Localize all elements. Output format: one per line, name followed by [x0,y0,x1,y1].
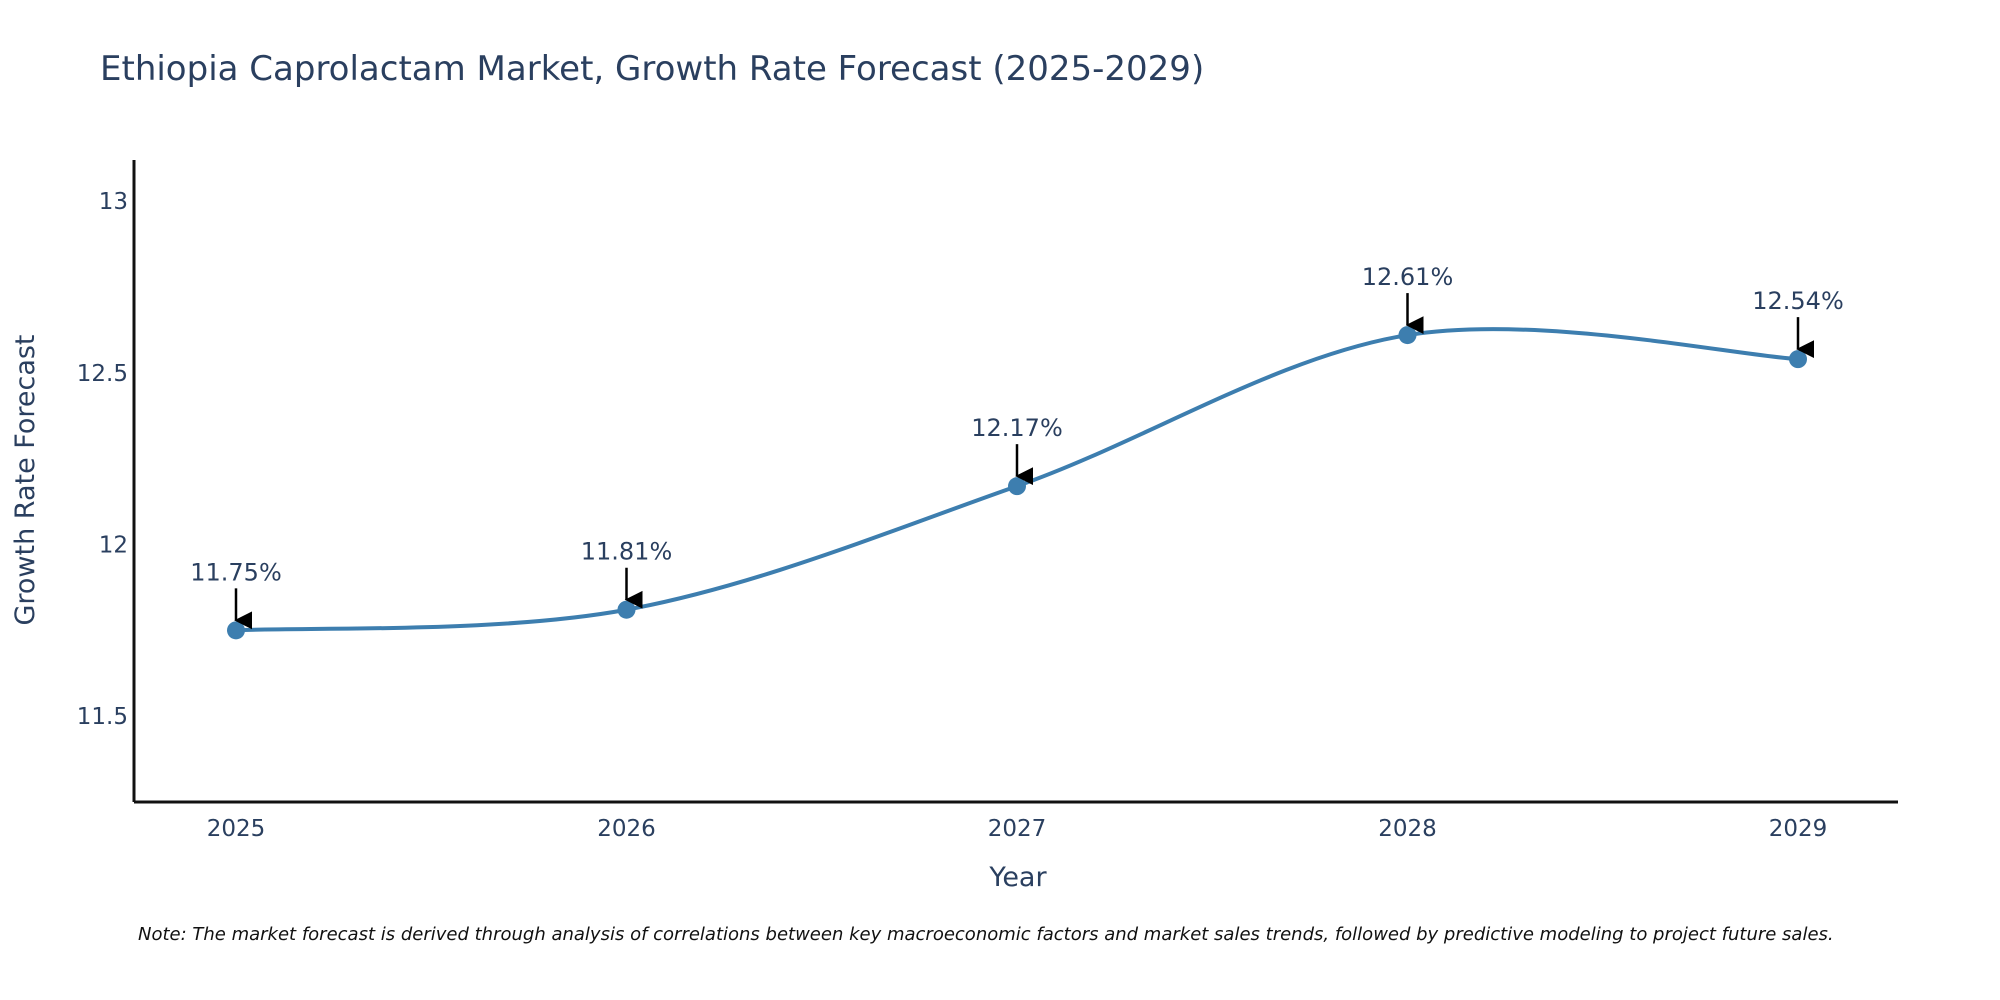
data-label-2028: 12.61% [1362,263,1454,291]
y-tick-label-11.5: 11.5 [77,704,128,730]
y-tick-label-13: 13 [99,189,128,215]
data-point-2028 [1398,326,1417,345]
x-axis-title: Year [988,862,1047,893]
data-label-2027: 12.17% [971,414,1063,442]
data-point-2025 [227,621,245,640]
x-tick-label-2028: 2028 [1378,816,1437,842]
x-tick-label-2027: 2027 [988,816,1047,842]
x-tick-label-2026: 2026 [597,816,656,842]
chart-title: Ethiopia Caprolactam Market, Growth Rate… [100,49,1204,89]
x-tick-label-2025: 2025 [207,816,266,842]
y-axis-title: Growth Rate Forecast [10,334,41,625]
data-label-2026: 11.81% [581,538,673,566]
plot-area: 11.5 12 12.5 13 2025 2026 2027 2028 2029 11.75% 11… [77,189,1844,842]
data-point-2029 [1789,350,1807,369]
data-label-2029: 12.54% [1752,287,1844,315]
data-point-2026 [617,600,636,619]
x-tick-label-2029: 2029 [1769,816,1828,842]
data-label-2025: 11.75% [190,558,282,586]
data-point-2027 [1008,477,1026,496]
footnote: Note: The market forecast is derived thr… [138,924,1834,945]
y-tick-label-12.5: 12.5 [77,361,128,387]
y-tick-label-12: 12 [99,533,128,559]
